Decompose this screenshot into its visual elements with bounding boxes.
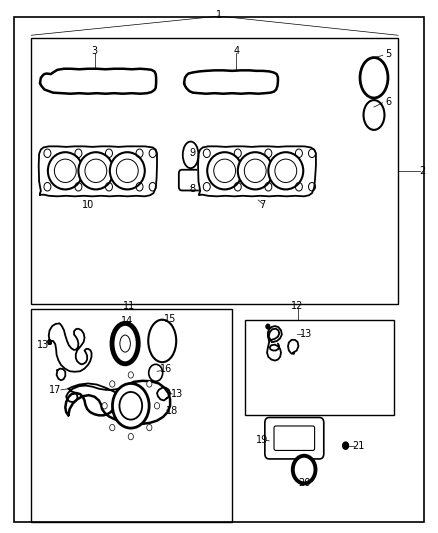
Polygon shape: [65, 381, 170, 424]
Polygon shape: [40, 69, 156, 94]
Text: 2: 2: [419, 166, 425, 176]
Ellipse shape: [207, 152, 242, 189]
Ellipse shape: [120, 335, 131, 352]
Text: 19: 19: [256, 435, 268, 446]
Polygon shape: [157, 387, 170, 400]
Ellipse shape: [102, 402, 107, 409]
Text: 18: 18: [166, 406, 178, 416]
Text: 21: 21: [353, 441, 365, 451]
Ellipse shape: [113, 383, 149, 428]
Ellipse shape: [154, 402, 159, 409]
FancyBboxPatch shape: [274, 426, 314, 450]
Text: 11: 11: [124, 301, 136, 311]
Ellipse shape: [54, 159, 76, 182]
Text: 7: 7: [260, 200, 266, 211]
Text: 16: 16: [159, 364, 172, 374]
Text: 13: 13: [170, 389, 183, 399]
Ellipse shape: [238, 152, 273, 189]
Polygon shape: [66, 383, 131, 402]
Bar: [245, 320, 394, 415]
Ellipse shape: [110, 152, 145, 189]
Text: 14: 14: [121, 316, 134, 326]
Text: 4: 4: [233, 46, 240, 56]
FancyBboxPatch shape: [265, 417, 324, 459]
Ellipse shape: [266, 324, 270, 329]
Ellipse shape: [275, 159, 297, 182]
Ellipse shape: [120, 392, 142, 419]
Ellipse shape: [214, 159, 236, 182]
Polygon shape: [288, 340, 298, 354]
Text: 15: 15: [164, 313, 176, 324]
Text: 20: 20: [298, 479, 311, 488]
Bar: [31, 309, 232, 522]
Ellipse shape: [78, 152, 113, 189]
Ellipse shape: [147, 424, 152, 431]
Text: 12: 12: [291, 301, 304, 311]
Text: 1: 1: [216, 10, 222, 20]
Polygon shape: [198, 147, 316, 196]
Ellipse shape: [244, 159, 266, 182]
Text: 3: 3: [92, 46, 98, 56]
Text: 17: 17: [49, 385, 61, 395]
Ellipse shape: [268, 152, 303, 189]
Polygon shape: [39, 147, 157, 196]
Ellipse shape: [85, 159, 107, 182]
Text: 13: 13: [300, 329, 312, 339]
Text: 6: 6: [385, 96, 392, 107]
Text: 8: 8: [190, 184, 196, 194]
Ellipse shape: [110, 381, 115, 387]
Polygon shape: [184, 70, 278, 94]
Ellipse shape: [128, 372, 134, 378]
Ellipse shape: [47, 340, 52, 345]
Bar: [31, 38, 398, 304]
Ellipse shape: [343, 442, 349, 449]
Text: 10: 10: [82, 200, 94, 211]
Text: 5: 5: [385, 49, 392, 59]
Text: 13: 13: [37, 340, 49, 350]
Ellipse shape: [147, 381, 152, 387]
Text: 9: 9: [190, 148, 196, 158]
Ellipse shape: [128, 433, 134, 440]
Ellipse shape: [293, 456, 315, 483]
Ellipse shape: [117, 159, 138, 182]
Ellipse shape: [110, 424, 115, 431]
Ellipse shape: [48, 152, 83, 189]
Polygon shape: [57, 368, 65, 380]
